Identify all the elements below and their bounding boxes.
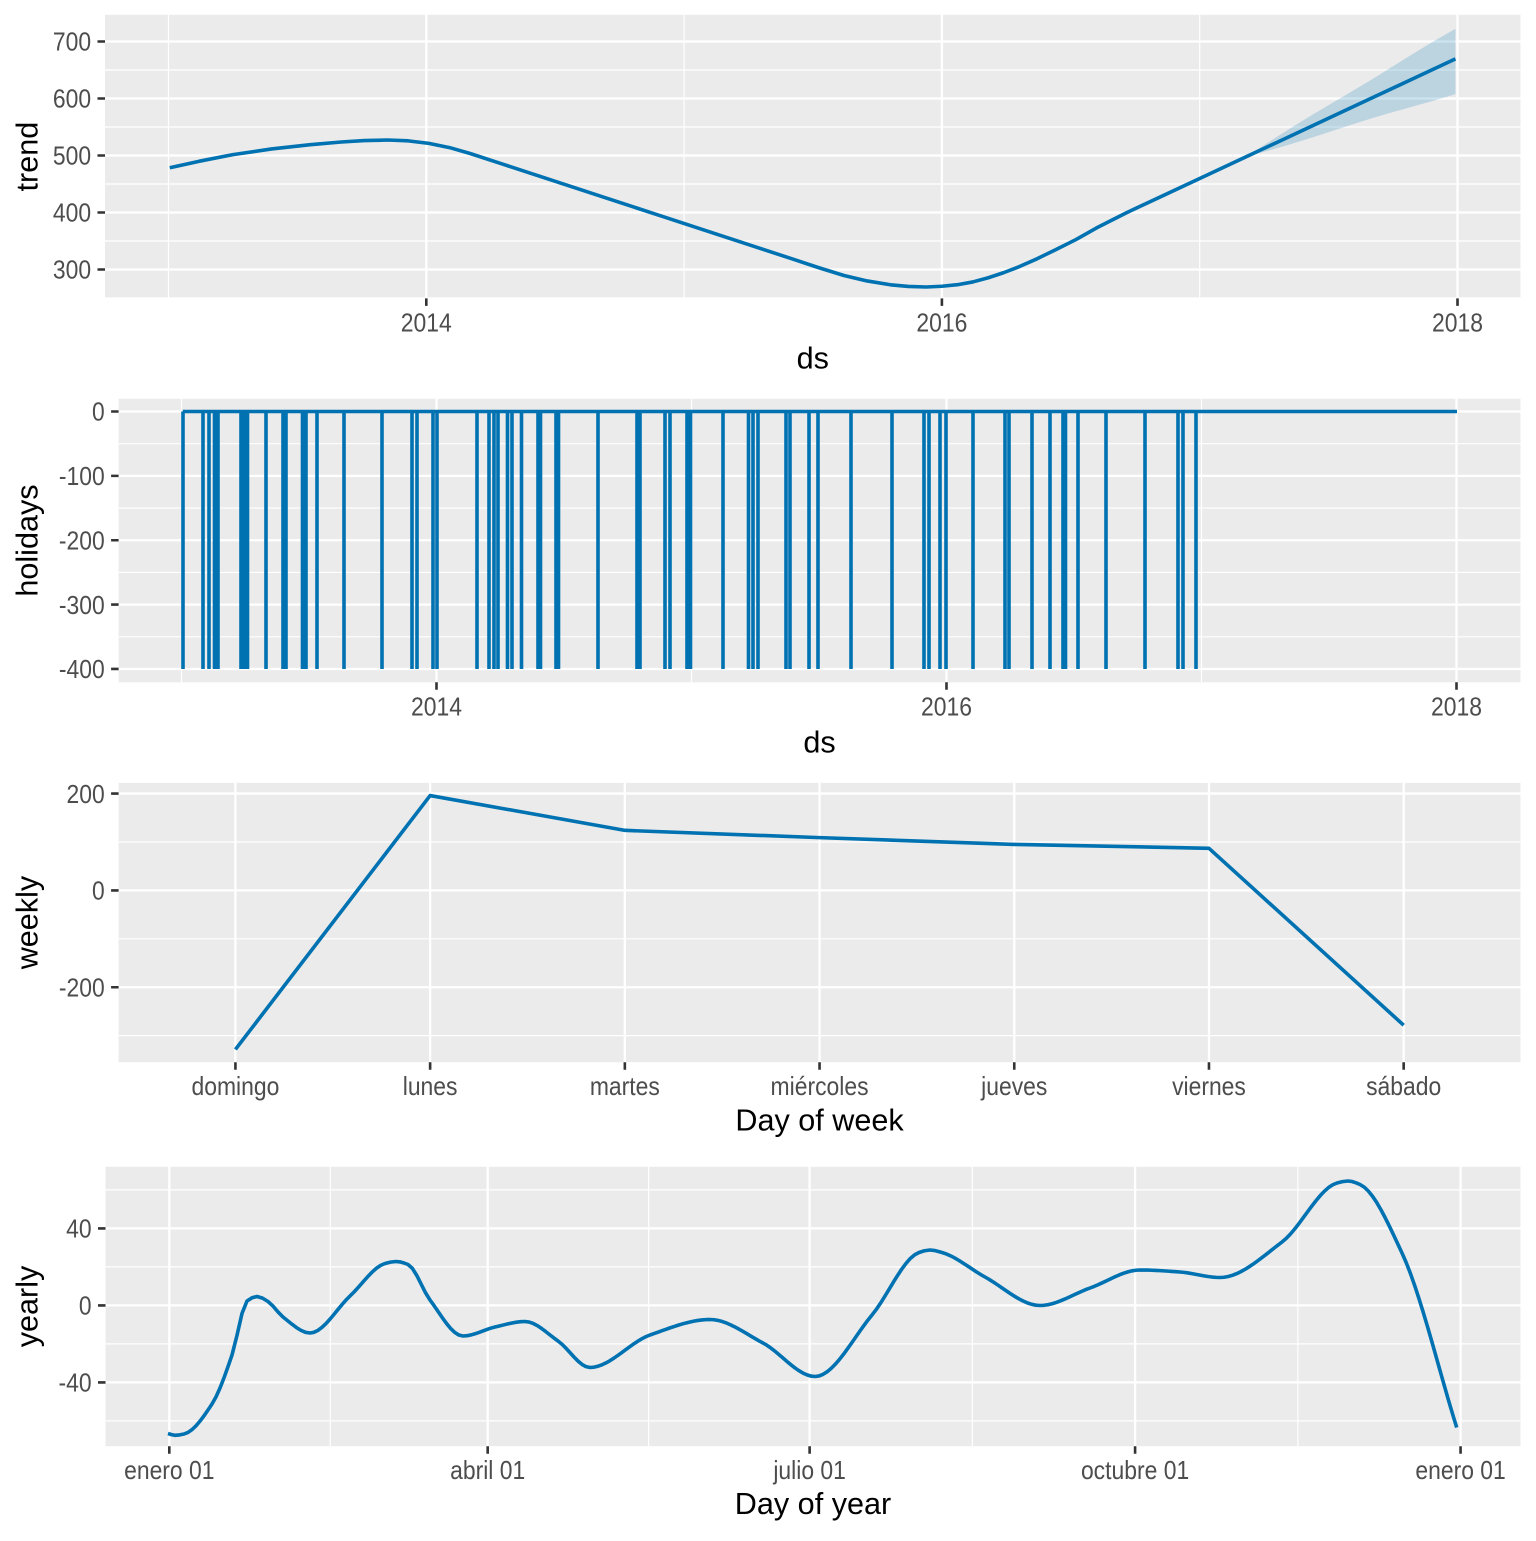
svg-text:0: 0 [92, 878, 105, 906]
svg-text:ds: ds [797, 342, 829, 376]
svg-text:weekly: weekly [11, 875, 45, 970]
svg-text:-200: -200 [59, 527, 105, 555]
svg-text:jueves: jueves [980, 1073, 1047, 1101]
svg-text:martes: martes [590, 1073, 660, 1101]
svg-text:julio 01: julio 01 [772, 1457, 845, 1485]
svg-text:40: 40 [66, 1216, 92, 1244]
svg-text:700: 700 [53, 29, 91, 57]
svg-text:abril 01: abril 01 [450, 1457, 525, 1485]
svg-text:-40: -40 [59, 1370, 92, 1398]
svg-text:Day of week: Day of week [735, 1103, 904, 1137]
svg-text:sábado: sábado [1366, 1073, 1441, 1101]
svg-text:500: 500 [53, 143, 91, 171]
svg-text:-200: -200 [59, 974, 105, 1002]
svg-text:holidays: holidays [11, 484, 45, 596]
svg-text:trend: trend [11, 122, 45, 192]
svg-text:0: 0 [79, 1293, 92, 1321]
svg-text:miércoles: miércoles [771, 1073, 869, 1101]
svg-text:2018: 2018 [1431, 693, 1482, 721]
svg-text:enero 01: enero 01 [1415, 1457, 1505, 1485]
svg-text:2014: 2014 [411, 693, 462, 721]
svg-text:enero 01: enero 01 [124, 1457, 214, 1485]
svg-text:300: 300 [53, 257, 91, 285]
svg-text:2016: 2016 [921, 693, 972, 721]
svg-text:400: 400 [53, 200, 91, 228]
svg-text:ds: ds [803, 726, 835, 760]
svg-text:0: 0 [92, 399, 105, 427]
svg-text:Day of year: Day of year [735, 1487, 891, 1521]
svg-text:200: 200 [67, 781, 105, 809]
svg-text:yearly: yearly [11, 1265, 45, 1347]
svg-text:-300: -300 [59, 592, 105, 620]
svg-text:-400: -400 [59, 656, 105, 684]
svg-text:octubre 01: octubre 01 [1081, 1457, 1189, 1485]
svg-text:-100: -100 [59, 463, 105, 491]
svg-text:2016: 2016 [916, 309, 967, 337]
svg-text:2018: 2018 [1432, 309, 1483, 337]
svg-text:domingo: domingo [191, 1073, 279, 1101]
svg-text:viernes: viernes [1172, 1073, 1246, 1101]
svg-text:2014: 2014 [401, 309, 452, 337]
svg-text:600: 600 [53, 86, 91, 114]
svg-text:lunes: lunes [403, 1073, 458, 1101]
